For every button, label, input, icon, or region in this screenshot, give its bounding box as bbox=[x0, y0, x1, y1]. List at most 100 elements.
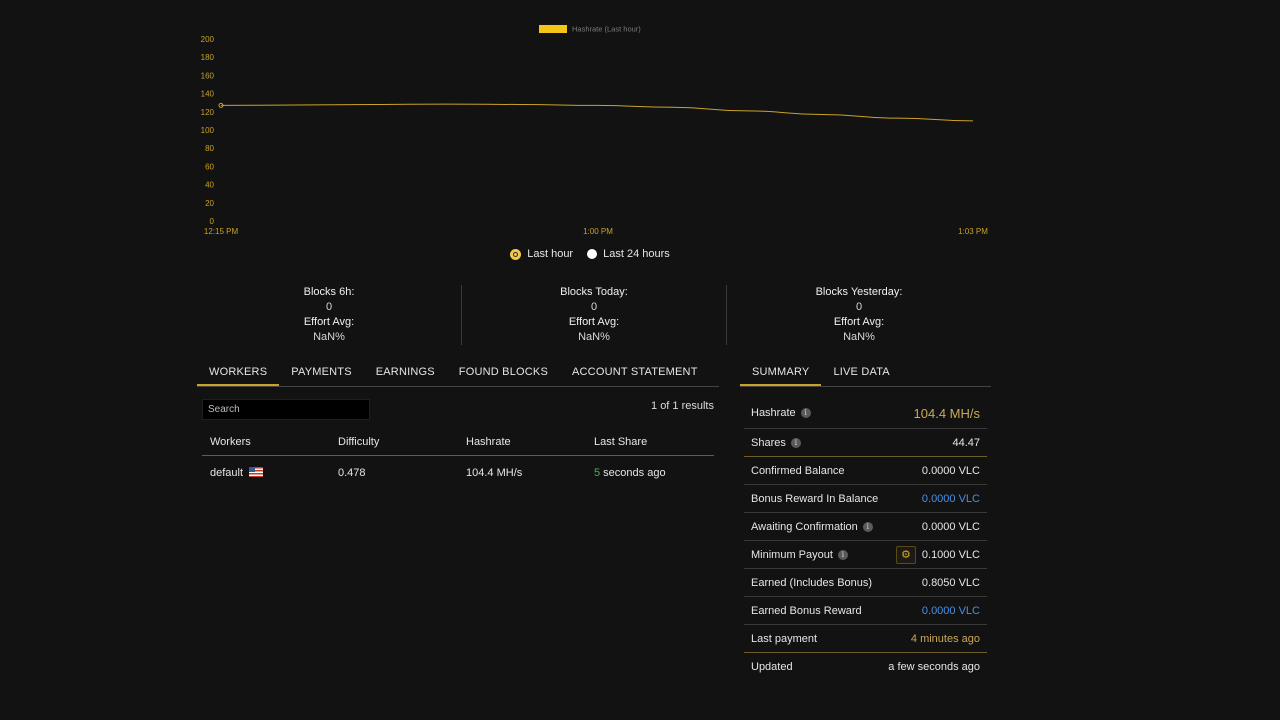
stat-label: Blocks Yesterday: bbox=[815, 286, 903, 298]
hashrate-chart: Hashrate (Last hour) 0 20 40 60 80 100 120 140 16… bbox=[201, 25, 989, 237]
table-row[interactable]: default 0.478 104.4 MH/s 5 seconds ago bbox=[202, 456, 714, 490]
stat-effort-value: NaN% bbox=[578, 331, 610, 343]
info-icon[interactable]: i bbox=[800, 408, 811, 418]
confirmed-label: Confirmed Balance bbox=[751, 464, 845, 477]
tab-payments[interactable]: PAYMENTS bbox=[291, 366, 352, 378]
summary-row-bonus-balance: Bonus Reward In Balance 0.0000 VLC bbox=[744, 485, 987, 513]
gear-icon[interactable]: ⚙ bbox=[895, 545, 916, 564]
col-difficulty[interactable]: Difficulty bbox=[330, 428, 458, 456]
stat-blocks-yesterday: Blocks Yesterday: 0 Effort Avg: NaN% bbox=[726, 285, 991, 345]
last-share-seconds: 5 bbox=[594, 466, 601, 479]
worker-difficulty: 0.478 bbox=[338, 466, 366, 479]
radio-checked-icon[interactable] bbox=[510, 248, 522, 260]
workers-table: Workers Difficulty Hashrate Last Share d… bbox=[202, 428, 714, 489]
summary-tabs: SUMMARY LIVE DATA bbox=[740, 360, 991, 387]
hashrate-label: Hashrate bbox=[751, 407, 796, 419]
stat-effort-value: NaN% bbox=[843, 331, 875, 343]
y-tick-label: 160 bbox=[201, 71, 215, 80]
stat-value: 0 bbox=[325, 301, 333, 313]
x-tick-label: 1:00 PM bbox=[583, 227, 613, 236]
col-hashrate[interactable]: Hashrate bbox=[458, 428, 586, 456]
account-tabs: WORKERS PAYMENTS EARNINGS FOUND BLOCKS A… bbox=[197, 360, 719, 387]
summary-key: Awaiting Confirmation i bbox=[751, 521, 873, 533]
last-payment-value[interactable]: 4 minutes ago bbox=[910, 632, 980, 645]
y-tick-label: 40 bbox=[205, 181, 214, 190]
col-last-share[interactable]: Last Share bbox=[586, 428, 714, 456]
min-payout-label: Minimum Payout bbox=[751, 548, 833, 561]
y-tick-label: 80 bbox=[205, 144, 214, 153]
stat-value: 0 bbox=[855, 301, 863, 313]
y-tick-label: 200 bbox=[201, 35, 215, 44]
summary-row-shares: Shares i 44.47 bbox=[744, 429, 987, 457]
confirmed-value: 0.0000 VLC bbox=[921, 464, 980, 477]
tab-earnings[interactable]: EARNINGS bbox=[375, 366, 435, 378]
worker-hashrate: 104.4 MH/s bbox=[466, 466, 523, 479]
hashrate-line bbox=[220, 103, 974, 122]
tab-live-data[interactable]: LIVE DATA bbox=[833, 366, 890, 378]
tab-workers[interactable]: WORKERS bbox=[197, 360, 280, 386]
y-tick-label: 60 bbox=[205, 162, 214, 171]
earned-bonus-label: Earned Bonus Reward bbox=[751, 604, 862, 617]
stat-effort-label: Effort Avg: bbox=[303, 316, 355, 328]
tab-account-statement[interactable]: ACCOUNT STATEMENT bbox=[572, 366, 698, 378]
summary-row-earned: Earned (Includes Bonus) 0.8050 VLC bbox=[744, 569, 987, 597]
last-payment-label: Last payment bbox=[751, 632, 818, 645]
earned-bonus-value: 0.0000 VLC bbox=[921, 604, 980, 617]
tab-found-blocks[interactable]: FOUND BLOCKS bbox=[458, 366, 548, 378]
updated-value: a few seconds ago bbox=[888, 661, 980, 673]
us-flag-icon bbox=[249, 466, 264, 477]
stat-label: Blocks 6h: bbox=[303, 286, 355, 298]
table-header-row: Workers Difficulty Hashrate Last Share bbox=[202, 428, 714, 456]
range-last-hour-label: Last hour bbox=[527, 248, 574, 260]
summary-row-earned-bonus: Earned Bonus Reward 0.0000 VLC bbox=[744, 597, 987, 625]
x-tick-label: 12:15 PM bbox=[204, 227, 239, 236]
col-workers[interactable]: Workers bbox=[202, 428, 330, 456]
summary-row-min-payout: Minimum Payout i ⚙ 0.1000 VLC bbox=[744, 541, 987, 569]
search-input[interactable] bbox=[202, 399, 370, 420]
y-tick-label: 0 bbox=[210, 217, 215, 226]
earned-value: 0.8050 VLC bbox=[921, 576, 980, 589]
summary-key: Shares i bbox=[751, 437, 801, 449]
stat-blocks-6h: Blocks 6h: 0 Effort Avg: NaN% bbox=[197, 285, 461, 345]
y-tick-label: 140 bbox=[201, 90, 215, 99]
y-tick-label: 180 bbox=[201, 53, 215, 62]
data-point bbox=[218, 102, 224, 108]
y-tick-label: 120 bbox=[201, 108, 215, 117]
y-tick-label: 20 bbox=[205, 199, 214, 208]
range-last-24-label: Last 24 hours bbox=[603, 248, 670, 260]
min-payout-value: 0.1000 VLC bbox=[921, 548, 980, 561]
summary-key: Hashrate i bbox=[751, 407, 811, 419]
summary-row-hashrate: Hashrate i 104.4 MH/s bbox=[744, 398, 987, 429]
info-icon[interactable]: i bbox=[837, 549, 848, 560]
last-share-suffix: seconds ago bbox=[600, 466, 666, 479]
info-icon[interactable]: i bbox=[862, 521, 873, 532]
earned-label: Earned (Includes Bonus) bbox=[751, 576, 873, 589]
range-last-hour[interactable]: Last hour bbox=[510, 248, 573, 260]
stat-label: Blocks Today: bbox=[560, 286, 628, 298]
stat-effort-label: Effort Avg: bbox=[568, 316, 620, 328]
stat-effort-value: NaN% bbox=[313, 331, 345, 343]
results-count: 1 of 1 results bbox=[651, 400, 714, 412]
shares-label: Shares bbox=[751, 436, 786, 449]
chart-range-selector: Last hour Last 24 hours bbox=[0, 248, 1180, 260]
block-stats: Blocks 6h: 0 Effort Avg: NaN% Blocks Tod… bbox=[197, 285, 991, 345]
worker-name-cell: default bbox=[202, 456, 330, 490]
hashrate-value: 104.4 MH/s bbox=[913, 405, 980, 421]
worker-name: default bbox=[210, 466, 244, 479]
awaiting-label: Awaiting Confirmation bbox=[751, 520, 858, 533]
updated-label: Updated bbox=[751, 661, 793, 673]
stat-value: 0 bbox=[590, 301, 598, 313]
summary-row-awaiting: Awaiting Confirmation i 0.0000 VLC bbox=[744, 513, 987, 541]
worker-last-share: 5 seconds ago bbox=[586, 456, 714, 490]
awaiting-value: 0.0000 VLC bbox=[921, 520, 980, 533]
range-last-24-hours[interactable]: Last 24 hours bbox=[587, 248, 670, 260]
bonus-balance-value: 0.0000 VLC bbox=[921, 492, 980, 505]
legend-swatch bbox=[539, 25, 567, 33]
info-icon[interactable]: i bbox=[790, 437, 801, 448]
radio-unchecked-icon[interactable] bbox=[587, 249, 598, 259]
min-payout-cell: ⚙ 0.1000 VLC bbox=[895, 545, 980, 564]
summary-row-updated: Updated a few seconds ago bbox=[744, 653, 987, 681]
y-tick-label: 100 bbox=[201, 126, 215, 135]
tab-summary[interactable]: SUMMARY bbox=[740, 360, 822, 386]
summary-row-last-payment: Last payment 4 minutes ago bbox=[744, 625, 987, 653]
